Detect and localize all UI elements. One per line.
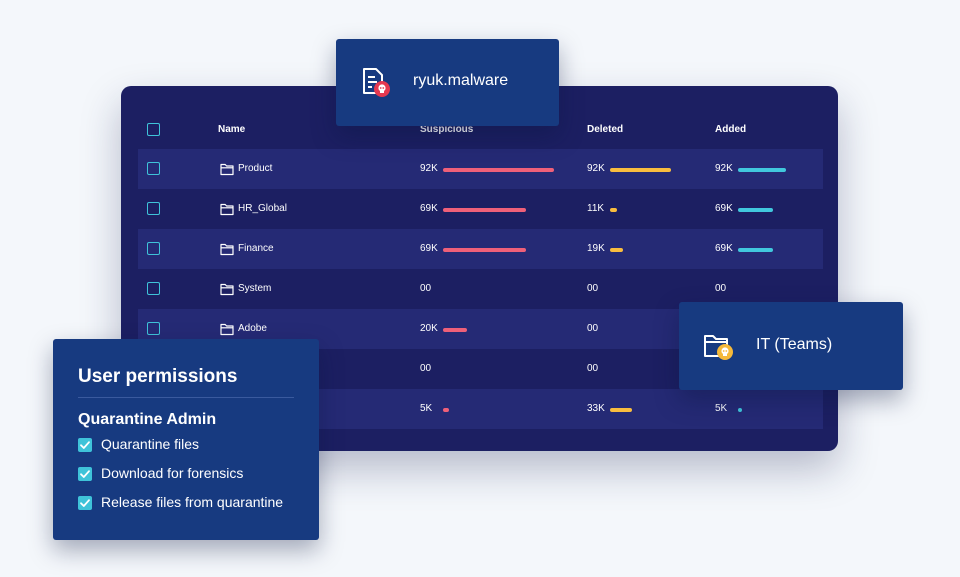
added-bar bbox=[738, 408, 742, 412]
folder-icon bbox=[220, 243, 234, 256]
suspicious-value: 69K bbox=[420, 243, 438, 254]
suspicious-value: 5K bbox=[420, 403, 433, 414]
column-header-deleted[interactable]: Deleted bbox=[587, 124, 624, 135]
suspicious-value: 69K bbox=[420, 203, 438, 214]
added-value: 92K bbox=[715, 163, 733, 174]
permission-release-files[interactable]: Release files from quarantine bbox=[78, 494, 308, 512]
deleted-bar bbox=[610, 408, 632, 412]
folder-name: Adobe bbox=[238, 323, 267, 334]
deleted-value: 11K bbox=[587, 203, 605, 214]
suspicious-bar bbox=[443, 168, 554, 172]
suspicious-bar bbox=[443, 208, 526, 212]
folder-icon bbox=[220, 323, 234, 336]
user-permissions-card: User permissions Quarantine Admin Quaran… bbox=[53, 339, 319, 540]
row-checkbox[interactable] bbox=[147, 162, 160, 175]
file-name: ryuk.malware bbox=[413, 72, 509, 89]
deleted-bar bbox=[610, 248, 623, 252]
suspicious-value: 92K bbox=[420, 163, 438, 174]
table-row[interactable]: Product 92K 92K 92K bbox=[138, 149, 823, 189]
table-row[interactable]: HR_Global 69K 11K 69K bbox=[138, 189, 823, 229]
added-bar bbox=[738, 208, 773, 212]
divider bbox=[78, 397, 294, 398]
permission-quarantine-files[interactable]: Quarantine files bbox=[78, 436, 308, 454]
table-row[interactable]: Finance 69K 19K 69K bbox=[138, 229, 823, 269]
suspicious-bar bbox=[443, 328, 467, 332]
deleted-value: 00 bbox=[587, 283, 599, 294]
permission-label: Download for forensics bbox=[101, 465, 244, 481]
added-value: 5K bbox=[715, 403, 728, 414]
suspicious-bar bbox=[443, 408, 449, 412]
deleted-value: 19K bbox=[587, 243, 605, 254]
column-header-added[interactable]: Added bbox=[715, 124, 747, 135]
role-name: Quarantine Admin bbox=[78, 411, 217, 428]
folder-name: HR_Global bbox=[238, 203, 287, 214]
check-icon bbox=[80, 499, 90, 507]
deleted-bar bbox=[610, 168, 671, 172]
folder-name: System bbox=[238, 283, 272, 294]
permission-label: Release files from quarantine bbox=[101, 494, 284, 510]
checkbox-checked[interactable] bbox=[78, 438, 92, 452]
added-value: 00 bbox=[715, 283, 727, 294]
row-checkbox[interactable] bbox=[147, 322, 160, 335]
suspicious-bar bbox=[443, 248, 526, 252]
deleted-value: 00 bbox=[587, 363, 599, 374]
suspicious-value: 00 bbox=[420, 363, 432, 374]
file-card[interactable]: ryuk.malware bbox=[336, 39, 559, 126]
permission-label: Quarantine files bbox=[101, 436, 200, 452]
team-card[interactable]: IT (Teams) bbox=[679, 302, 903, 390]
deleted-value: 33K bbox=[587, 403, 605, 414]
suspicious-value: 00 bbox=[420, 283, 432, 294]
folder-name: Finance bbox=[238, 243, 274, 254]
team-name: IT (Teams) bbox=[756, 336, 833, 353]
added-bar bbox=[738, 248, 773, 252]
added-bar bbox=[738, 168, 786, 172]
column-header-name[interactable]: Name bbox=[218, 124, 246, 135]
added-value: 69K bbox=[715, 203, 733, 214]
deleted-value: 92K bbox=[587, 163, 605, 174]
checkbox-checked[interactable] bbox=[78, 496, 92, 510]
row-checkbox[interactable] bbox=[147, 282, 160, 295]
folder-icon bbox=[220, 203, 234, 216]
select-all-checkbox[interactable] bbox=[147, 123, 160, 136]
check-icon bbox=[80, 441, 90, 449]
table-row[interactable]: System 00 00 00 bbox=[138, 269, 823, 309]
permissions-title: User permissions bbox=[78, 366, 238, 387]
deleted-bar bbox=[610, 208, 617, 212]
permission-download-forensics[interactable]: Download for forensics bbox=[78, 465, 308, 483]
folder-icon bbox=[220, 283, 234, 296]
column-header-suspicious[interactable]: Suspicious bbox=[420, 124, 474, 135]
checkbox-checked[interactable] bbox=[78, 467, 92, 481]
infected-folder-icon bbox=[704, 335, 733, 360]
check-icon bbox=[80, 470, 90, 478]
folder-name: Product bbox=[238, 163, 273, 174]
suspicious-value: 20K bbox=[420, 323, 438, 334]
infected-file-icon bbox=[363, 68, 390, 97]
folder-icon bbox=[220, 163, 234, 176]
deleted-value: 00 bbox=[587, 323, 599, 334]
row-checkbox[interactable] bbox=[147, 202, 160, 215]
row-checkbox[interactable] bbox=[147, 242, 160, 255]
added-value: 69K bbox=[715, 243, 733, 254]
